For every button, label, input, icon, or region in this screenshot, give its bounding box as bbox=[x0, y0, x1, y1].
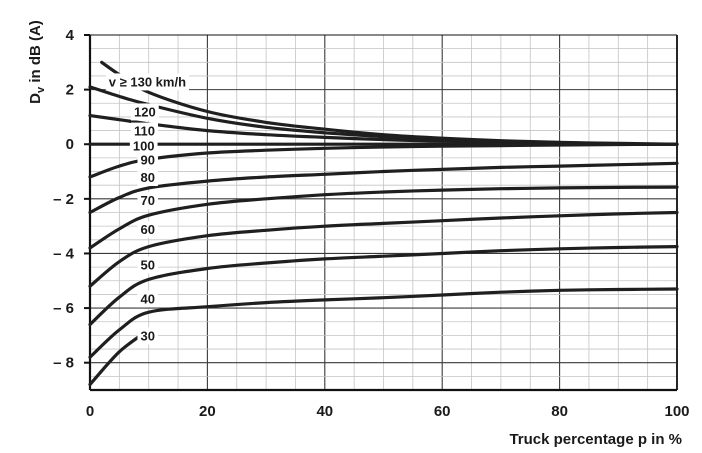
y-axis-title-rest: in dB (A) bbox=[27, 20, 44, 87]
y-tick-label: 0 bbox=[66, 136, 74, 153]
curve-label-background bbox=[131, 103, 159, 121]
curve-label: 110 bbox=[131, 122, 159, 140]
curve-label-text: 110 bbox=[134, 124, 155, 139]
x-tick-label: 0 bbox=[86, 403, 94, 420]
y-tick-label: – 4 bbox=[53, 245, 75, 262]
series-line-40 bbox=[88, 287, 679, 359]
curve-label: 100 bbox=[129, 137, 158, 155]
x-tick-label: 80 bbox=[551, 403, 568, 420]
curve-label-background bbox=[137, 169, 158, 186]
curve-label: 80 bbox=[137, 169, 158, 186]
y-tick-label: 2 bbox=[66, 82, 74, 99]
x-tick-label: 100 bbox=[664, 403, 689, 420]
x-tick-label: 40 bbox=[316, 403, 333, 420]
curve-label-text: v ≥ 130 km/h bbox=[109, 74, 186, 89]
curve-label-text: 30 bbox=[140, 328, 154, 343]
curve-label-background bbox=[137, 220, 158, 238]
curve-label-background bbox=[137, 327, 158, 345]
tick-labels: 420– 2– 4– 6– 80 20 40 60 80 100 bbox=[53, 27, 689, 420]
curve-label: 120 bbox=[131, 103, 159, 121]
curve-label: 90 bbox=[137, 151, 158, 169]
y-tick-label: – 8 bbox=[53, 355, 74, 372]
curve-label-text: 90 bbox=[140, 152, 154, 167]
curve-label-background bbox=[137, 256, 158, 274]
curve-label: 60 bbox=[137, 220, 158, 238]
series-line-50 bbox=[88, 245, 679, 327]
curve-label-background bbox=[129, 137, 158, 155]
curve-label: 40 bbox=[137, 290, 158, 308]
curve-label-text: 70 bbox=[140, 193, 154, 208]
curve-label-text: 60 bbox=[140, 222, 154, 237]
curve-label: v ≥ 130 km/h bbox=[105, 73, 190, 91]
curve-label: 70 bbox=[137, 192, 158, 210]
curve-label: 30 bbox=[137, 327, 158, 345]
curve-label-background bbox=[137, 290, 158, 308]
curve-label-text: 80 bbox=[140, 170, 154, 185]
y-axis-title-main: D bbox=[27, 93, 44, 104]
curve-label-background bbox=[137, 192, 158, 210]
curve-label-text: 120 bbox=[134, 104, 156, 119]
curve-label-text: 50 bbox=[140, 257, 154, 272]
curve-label: 50 bbox=[137, 256, 158, 274]
y-tick-label: 4 bbox=[66, 27, 75, 44]
series-line-80 bbox=[88, 161, 679, 215]
curve-label-text: 40 bbox=[140, 292, 154, 307]
curve-label-background bbox=[105, 73, 190, 91]
series-line-60 bbox=[88, 210, 679, 288]
x-tick-label: 60 bbox=[434, 403, 451, 420]
x-axis-title: Truck percentage p in % bbox=[509, 431, 682, 448]
curve-label-background bbox=[137, 151, 158, 169]
grid bbox=[89, 34, 678, 391]
y-tick-label: – 2 bbox=[53, 191, 74, 208]
y-axis-title-sub: v bbox=[35, 86, 47, 93]
x-tick-label: 20 bbox=[199, 403, 216, 420]
y-axis-title: Dv in dB (A) bbox=[27, 20, 47, 104]
y-tick-label: – 6 bbox=[53, 300, 74, 317]
curve-label-background bbox=[131, 122, 159, 140]
series-line-70 bbox=[88, 185, 679, 250]
curve-label-text: 100 bbox=[133, 139, 155, 154]
